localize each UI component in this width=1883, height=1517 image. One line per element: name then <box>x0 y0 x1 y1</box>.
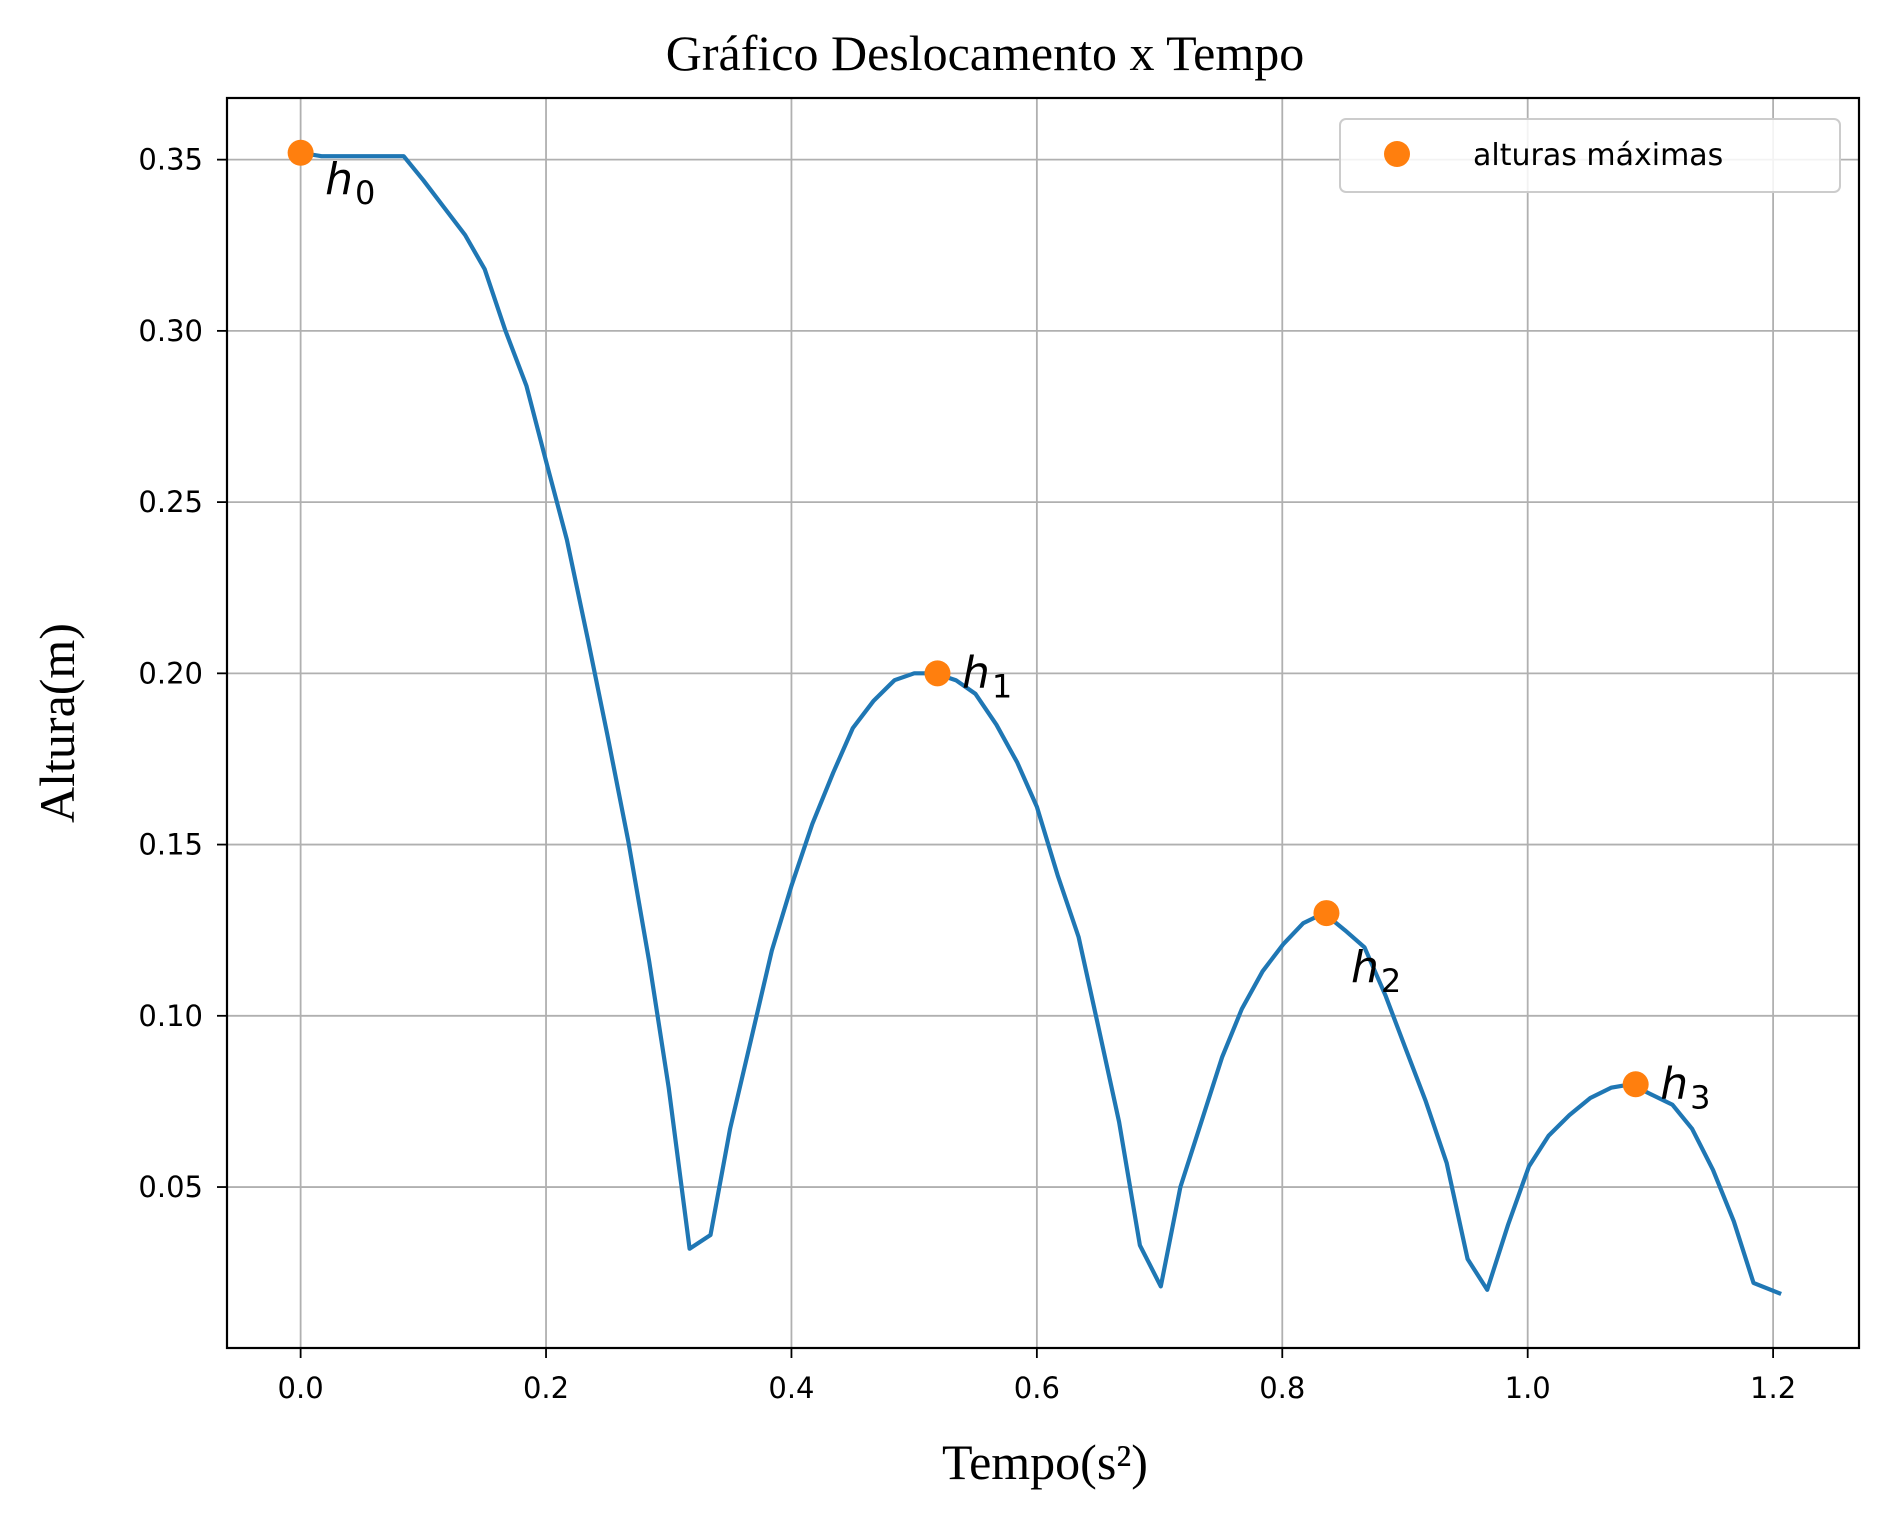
y-tick-label: 0.35 <box>138 143 203 177</box>
annotation-label: h2 <box>1351 942 1401 1000</box>
x-tick-label: 1.0 <box>1505 1371 1551 1405</box>
x-tick-label: 0.4 <box>768 1371 814 1405</box>
max-height-point <box>924 660 951 687</box>
max-height-markers <box>287 139 1649 1098</box>
displacement-line <box>298 150 1782 1296</box>
y-tick-label: 0.20 <box>138 656 203 690</box>
annotation-label: h0 <box>325 154 375 212</box>
max-height-point <box>1313 900 1340 927</box>
y-tick-label: 0.10 <box>138 999 203 1033</box>
y-tick-label: 0.15 <box>138 828 203 862</box>
y-tick-label: 0.05 <box>138 1170 203 1204</box>
legend-box <box>1339 118 1841 193</box>
y-tick-label: 0.30 <box>138 314 203 348</box>
plot-area: h0 h1 h2 h3 <box>225 96 1861 1350</box>
series-line <box>298 150 1782 1296</box>
chart-title: Gráfico Deslocamento x Tempo <box>666 25 1304 81</box>
max-height-point <box>1622 1071 1649 1098</box>
max-height-point <box>287 139 314 166</box>
y-axis-label: Altura(m) <box>29 623 85 823</box>
x-axis-ticks: 0.0 0.2 0.4 0.6 0.8 1.0 1.2 <box>278 1348 1796 1405</box>
x-tick-label: 0.6 <box>1014 1371 1060 1405</box>
annotations: h0 h1 h2 h3 <box>325 154 1710 1116</box>
annotation-label: h1 <box>962 647 1012 705</box>
x-tick-label: 1.2 <box>1750 1371 1796 1405</box>
y-tick-label: 0.25 <box>138 485 203 519</box>
legend-label: alturas máximas <box>1473 138 1723 173</box>
legend-marker <box>1384 141 1410 167</box>
plot-frame <box>225 96 1861 1350</box>
legend: alturas máximas <box>1339 118 1841 193</box>
x-tick-label: 0.2 <box>523 1371 569 1405</box>
x-axis-label: Tempo(s²) <box>942 1434 1148 1490</box>
y-axis-ticks: 0.05 0.10 0.15 0.20 0.25 0.30 0.35 <box>138 143 227 1204</box>
grid <box>227 98 1859 1348</box>
x-tick-label: 0.0 <box>278 1371 324 1405</box>
annotation-label: h3 <box>1660 1058 1710 1116</box>
x-tick-label: 0.8 <box>1259 1371 1305 1405</box>
